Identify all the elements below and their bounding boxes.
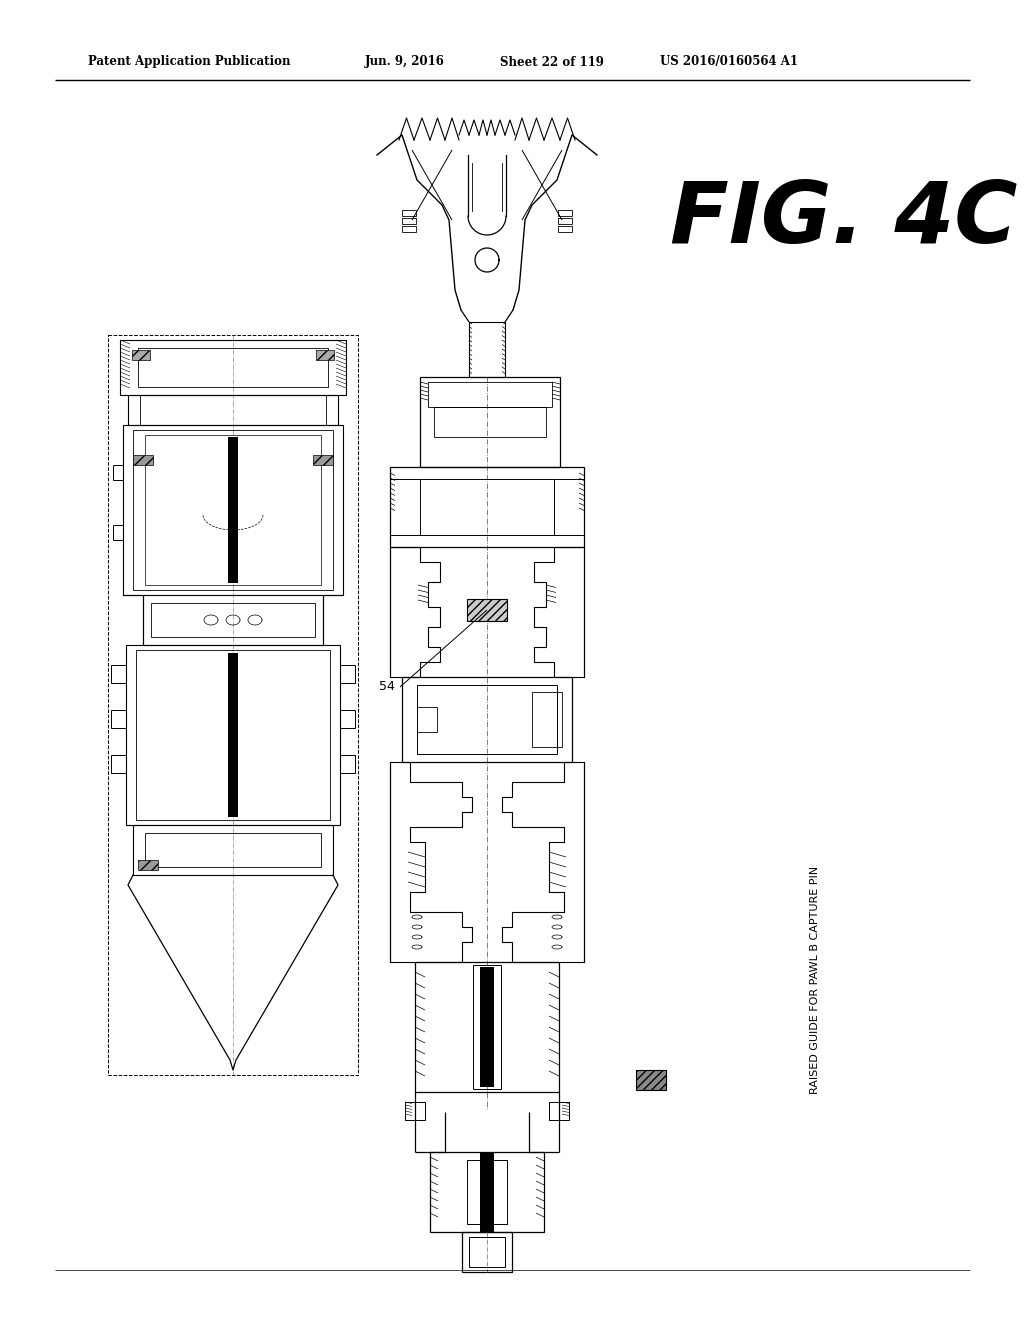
- Bar: [558, 226, 572, 232]
- Bar: [406, 1102, 425, 1119]
- Bar: [120, 341, 346, 395]
- Bar: [549, 1102, 569, 1119]
- Bar: [420, 378, 560, 467]
- Bar: [138, 348, 328, 387]
- Bar: [108, 335, 358, 1074]
- Bar: [532, 692, 562, 747]
- Text: Patent Application Publication: Patent Application Publication: [88, 55, 291, 69]
- Bar: [151, 603, 315, 638]
- Bar: [473, 965, 501, 1089]
- Bar: [420, 479, 554, 535]
- Bar: [111, 755, 126, 774]
- Bar: [133, 825, 333, 875]
- Bar: [636, 1071, 666, 1090]
- Bar: [415, 962, 559, 1092]
- Bar: [480, 968, 494, 1086]
- Bar: [136, 649, 330, 820]
- Bar: [558, 218, 572, 224]
- Bar: [316, 350, 334, 360]
- Bar: [402, 226, 416, 232]
- Bar: [558, 210, 572, 216]
- Text: FIG. 4C: FIG. 4C: [670, 178, 1018, 261]
- Bar: [340, 755, 355, 774]
- Bar: [138, 861, 158, 870]
- Bar: [111, 710, 126, 729]
- Bar: [402, 218, 416, 224]
- Bar: [467, 1160, 507, 1224]
- Bar: [140, 395, 326, 425]
- Bar: [340, 710, 355, 729]
- Text: Jun. 9, 2016: Jun. 9, 2016: [365, 55, 444, 69]
- Bar: [402, 210, 416, 216]
- Text: US 2016/0160564 A1: US 2016/0160564 A1: [660, 55, 798, 69]
- Bar: [145, 833, 321, 867]
- Bar: [126, 645, 340, 825]
- Bar: [128, 395, 338, 425]
- Bar: [133, 455, 153, 465]
- Bar: [133, 430, 333, 590]
- Bar: [228, 437, 238, 583]
- Bar: [480, 1152, 494, 1232]
- Bar: [111, 665, 126, 682]
- Bar: [417, 685, 557, 754]
- Bar: [132, 350, 150, 360]
- Bar: [228, 653, 238, 817]
- Bar: [467, 599, 507, 620]
- Bar: [469, 1237, 505, 1267]
- Bar: [390, 467, 584, 546]
- Bar: [430, 1152, 544, 1232]
- Bar: [428, 381, 552, 407]
- Bar: [434, 407, 546, 437]
- Text: RAISED GUIDE FOR PAWL B CAPTURE PIN: RAISED GUIDE FOR PAWL B CAPTURE PIN: [810, 866, 820, 1094]
- Text: 54: 54: [379, 681, 395, 693]
- Bar: [402, 677, 572, 762]
- Bar: [313, 455, 333, 465]
- Text: Sheet 22 of 119: Sheet 22 of 119: [500, 55, 604, 69]
- Bar: [469, 322, 505, 378]
- Bar: [145, 436, 321, 585]
- Bar: [340, 665, 355, 682]
- Bar: [123, 425, 343, 595]
- Bar: [462, 1232, 512, 1272]
